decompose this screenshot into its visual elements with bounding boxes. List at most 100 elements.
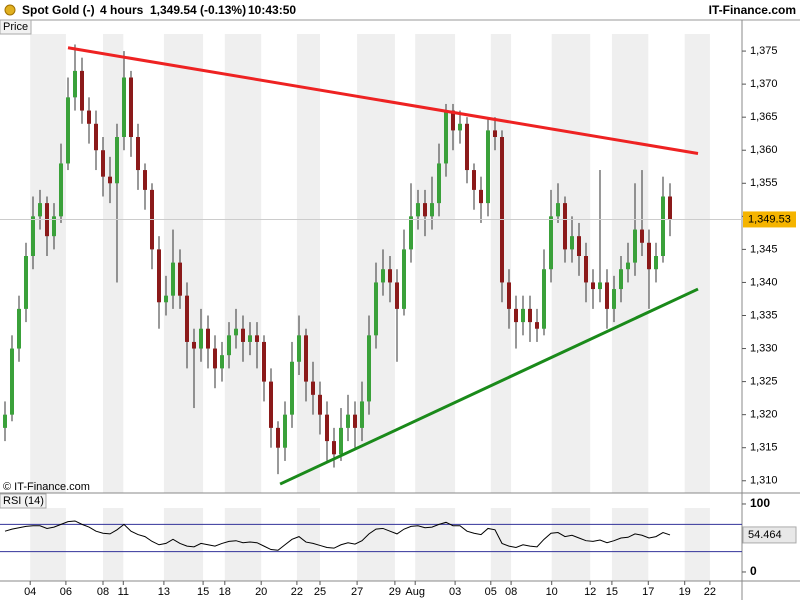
candle-body [23, 256, 28, 309]
x-tick-label: 08 [505, 586, 517, 598]
y-tick-label: 1,345 [750, 243, 778, 255]
candle-body [625, 262, 630, 270]
x-tick-label: 13 [158, 586, 170, 598]
candle-body [142, 170, 147, 190]
candle-body [366, 335, 371, 402]
candle-body [191, 341, 196, 349]
last-price-box [743, 211, 796, 228]
candle-body [331, 441, 336, 455]
candle-body [359, 401, 364, 428]
timeframe: 4 hours [100, 3, 144, 17]
candle-body [436, 163, 441, 204]
date-band [296, 508, 320, 581]
candle-body [646, 242, 651, 270]
candle-body [457, 123, 462, 131]
candle-body [226, 335, 231, 356]
candle-body [79, 70, 84, 111]
candle-body [310, 381, 315, 395]
candle-body [51, 216, 56, 237]
y-tick-label: 0 [750, 564, 757, 578]
candle-body [275, 427, 280, 448]
x-tick-label: 15 [606, 586, 618, 598]
candle-body [415, 203, 420, 217]
candle-body [135, 137, 140, 171]
candle-body [443, 110, 448, 164]
candle-body [296, 335, 301, 362]
candle-body [16, 308, 21, 349]
candle-body [373, 282, 378, 336]
x-tick-label: 22 [704, 586, 716, 598]
date-band [102, 34, 124, 493]
candle-body [527, 308, 532, 323]
date-band [551, 508, 591, 581]
candle-body [2, 414, 7, 428]
x-tick-label: 11 [118, 586, 129, 598]
panel-label: Price [3, 21, 28, 33]
trendline [67, 46, 699, 156]
candle-body [576, 236, 581, 256]
candle-body [429, 203, 434, 217]
watermark: © IT-Finance.com [3, 481, 90, 493]
date-band [490, 508, 512, 581]
candle-body [107, 176, 112, 184]
candle-body [450, 110, 455, 131]
candle-body [156, 249, 161, 303]
candle-body [121, 77, 126, 138]
y-tick-label: 100 [750, 496, 770, 510]
y-tick-label: 1,330 [750, 342, 778, 354]
candle-body [93, 123, 98, 151]
x-tick-label: Aug [405, 586, 425, 598]
date-band [102, 508, 124, 581]
bands [30, 34, 710, 581]
x-tick-label: 18 [219, 586, 231, 598]
date-band [30, 508, 66, 581]
candle-body [324, 414, 329, 442]
candle-body [352, 414, 357, 428]
candle-body [541, 269, 546, 329]
date-band [224, 34, 262, 493]
candle-body [513, 308, 518, 323]
candle-body [583, 256, 588, 283]
candle-body [345, 414, 350, 428]
candle-body [471, 170, 476, 190]
candle-body [268, 381, 273, 428]
candle-body [247, 335, 252, 342]
candle-body [653, 256, 658, 270]
x-tick-label: 25 [314, 586, 326, 598]
x-tick-label: 19 [679, 586, 691, 598]
candle-body [506, 282, 511, 309]
candle-body [499, 137, 504, 283]
x-tick-label: 06 [60, 586, 72, 598]
trendline [279, 287, 699, 486]
candle-body [289, 361, 294, 415]
candle-body [212, 348, 217, 369]
date-band [30, 34, 66, 493]
date-band [415, 508, 456, 581]
candle-body [65, 97, 70, 164]
candle-body [205, 328, 210, 349]
date-band [415, 34, 456, 493]
rsi-last-box [742, 526, 797, 544]
last-price-label: 1,349.53 [748, 213, 791, 225]
x-tick-label: 29 [389, 586, 401, 598]
y-tick-label: 1,375 [750, 45, 778, 57]
x-tick-label: 22 [291, 586, 303, 598]
date-band [684, 34, 710, 493]
y-tick-label: 1,325 [750, 376, 778, 388]
candle-body [660, 196, 665, 256]
x-tick-label: 05 [485, 586, 497, 598]
instrument: Spot Gold (-) [22, 3, 95, 17]
y-tick-label: 1,320 [750, 409, 778, 421]
panel-label-box [0, 19, 32, 35]
x-tick-label: 17 [642, 586, 654, 598]
date-band [224, 508, 262, 581]
date-band [163, 34, 204, 493]
y-tick-label: 1,335 [750, 309, 778, 321]
x-tick-label: 27 [351, 586, 363, 598]
date-band [684, 508, 710, 581]
candle-body [37, 203, 42, 217]
date-band [611, 34, 649, 493]
rsi-line [4, 520, 671, 551]
y-tick-label: 1,355 [750, 177, 778, 189]
